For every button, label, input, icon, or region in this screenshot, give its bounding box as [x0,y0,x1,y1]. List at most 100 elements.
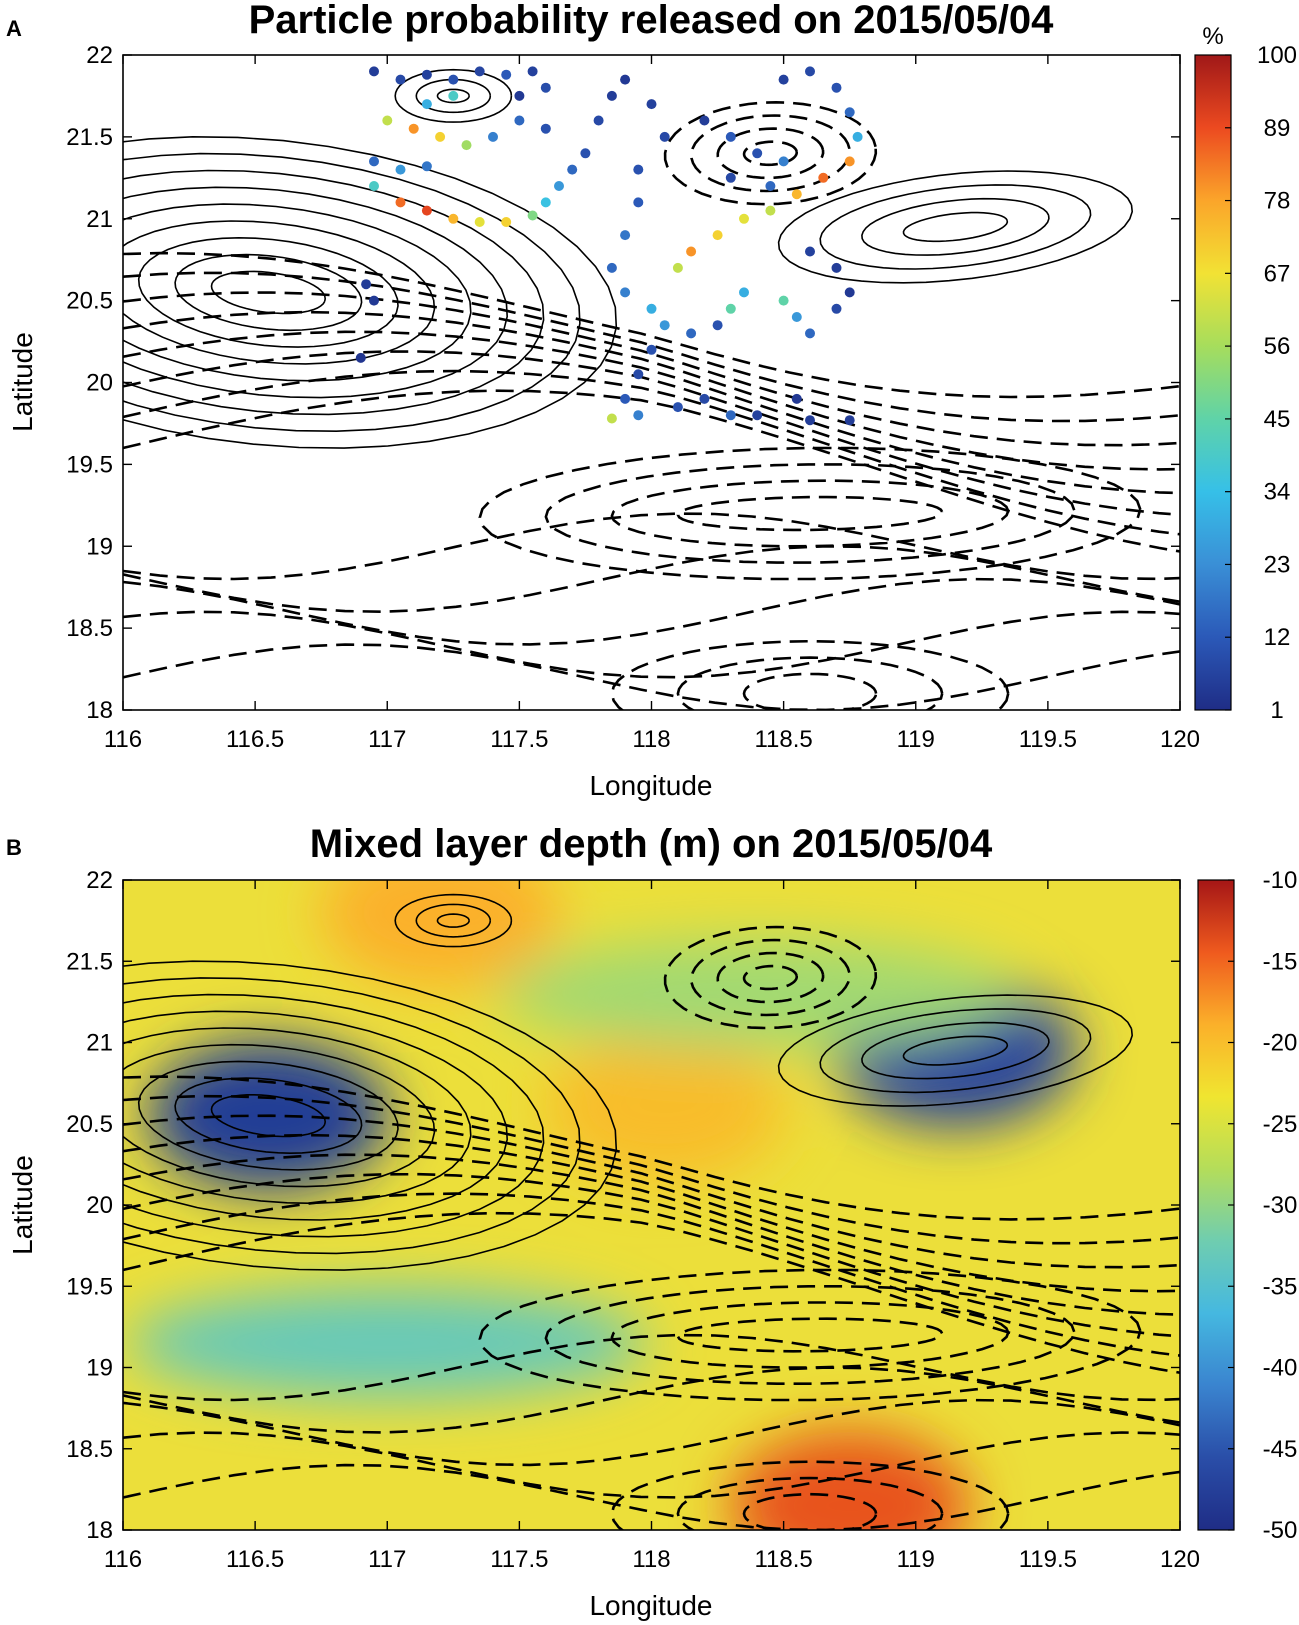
particle-point [725,410,736,421]
negative-ssh-contour [663,100,878,206]
particle-point [739,213,749,224]
particle-point [844,287,855,298]
colorbar-tick-label: 1 [1270,697,1283,724]
positive-ssh-contour [137,236,399,348]
negative-ssh-contour [544,1285,1076,1385]
x-tick-label: 119 [897,726,935,753]
x-tick-label: 119.5 [1019,726,1077,753]
negative-ssh-contour [690,114,851,193]
particle-point [633,410,644,421]
y-tick-label: 21.5 [66,124,113,151]
particle-point [448,90,459,101]
particle-point [421,69,432,80]
particle-point [369,181,379,191]
panel-a-y-ticks: 18 18.5 19 19.5 20 20.5 21 21.5 22 [66,42,1180,724]
negative-ssh-contour [610,639,1010,710]
y-tick-label: 21.5 [66,948,113,975]
mld-feature-moderate [127,1288,648,1399]
negative-ssh-contour [742,964,798,991]
mld-feature-shallow [544,1032,785,1183]
particle-point [448,74,459,85]
negative-ssh-contour [610,1460,1010,1530]
positive-ssh-contour [123,1043,436,1188]
negative-ssh-contour [742,672,878,710]
particle-point [474,217,485,227]
negative-ssh-contour [123,389,1180,553]
y-tick-label: 20 [86,1192,113,1219]
panel-b: B Mixed layer depth (m) on 2015/05/04 11… [6,822,1298,1621]
positive-ssh-contour [819,184,1092,270]
positive-ssh-contour [415,78,492,114]
particle-point [408,123,419,134]
x-tick-label: 118.5 [754,1546,812,1573]
positive-ssh-contour [123,169,545,416]
particle-point [805,415,815,426]
negative-ssh-contour [123,1192,1180,1357]
positive-ssh-contour [819,1008,1092,1094]
particle-point [395,74,406,85]
colorbar-tick-label: -15 [1263,948,1298,975]
colorbar-tick-label: 78 [1264,188,1291,215]
particle-point [672,402,683,413]
negative-ssh-contour [544,463,1076,564]
positive-ssh-contour [777,170,1134,284]
x-tick-label: 117 [368,726,406,753]
particle-point [501,217,512,227]
colorbar-tick-label: -50 [1263,1517,1298,1544]
particle-point [831,303,842,314]
particle-point [805,328,815,339]
positive-ssh-contour [902,211,1009,243]
particle-point [791,312,802,322]
negative-ssh-contour [123,330,1180,495]
panel-a-y-axis-label: Latitude [7,332,38,432]
colorbar-tick-label: -20 [1263,1030,1298,1057]
x-tick-label: 116.5 [226,1546,284,1573]
mld-feature-shallow [729,1430,970,1530]
positive-ssh-contour [394,893,513,948]
particle-point [844,156,855,167]
particle-point [395,164,406,175]
particle-point [712,230,723,241]
particle-point [540,197,551,208]
colorbar-tick-label: -40 [1263,1355,1298,1382]
particle-point [369,66,379,77]
panel-b-x-axis-label: Longitude [589,1590,712,1621]
negative-ssh-contour [676,656,944,710]
particle-point [474,66,485,77]
y-tick-label: 22 [86,42,113,69]
positive-ssh-contour [777,994,1134,1107]
panel-b-title: Mixed layer depth (m) on 2015/05/04 [310,822,993,866]
positive-ssh-contour [174,253,363,332]
positive-ssh-contour [123,1027,472,1205]
particle-point [739,287,749,298]
x-tick-label: 116 [104,1546,142,1573]
particle-point [580,148,591,159]
particle-point [844,415,855,426]
particle-point [765,205,776,216]
colorbar-tick-label: -10 [1263,867,1298,894]
particle-point [659,131,670,142]
particle-point [672,262,683,273]
particle-point [369,295,379,306]
particle-point [805,66,815,77]
positive-ssh-contour [415,903,492,938]
positive-ssh-contour [123,152,581,433]
particle-point [791,189,802,200]
y-tick-label: 19.5 [66,451,113,478]
negative-ssh-contour [716,127,825,180]
negative-ssh-contour [676,495,944,532]
x-tick-label: 117.5 [490,1546,548,1573]
particle-point [567,164,578,175]
particle-point [778,156,789,167]
y-tick-label: 20 [86,370,113,397]
particle-point [606,413,617,424]
panel-letter-a: A [6,16,22,41]
particle-point [659,320,670,331]
x-tick-label: 118 [632,726,670,753]
negative-ssh-contour [742,1492,878,1530]
panel-a-particles [355,66,863,426]
colorbar-tick-label: 56 [1264,333,1291,360]
particle-point [712,320,723,331]
x-tick-label: 120 [1160,1546,1200,1573]
